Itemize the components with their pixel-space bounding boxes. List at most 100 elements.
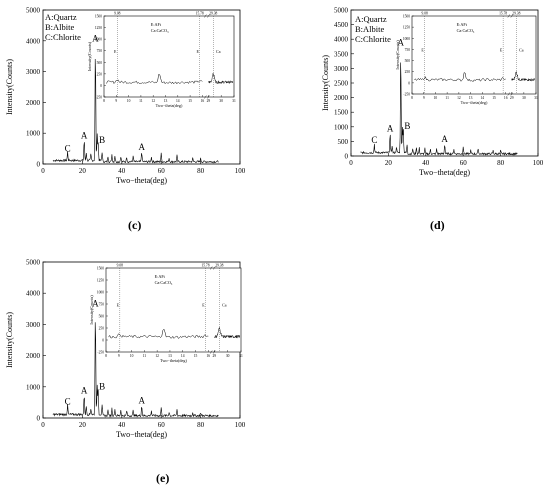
inset-y-tick-label: 250 — [405, 70, 411, 74]
axis-break-mark — [207, 14, 210, 18]
inset-y-tick-label: -250 — [97, 351, 104, 355]
inset-y-tick-label: 0 — [100, 84, 102, 88]
inset-x-tick-label: 9 — [115, 99, 117, 103]
peak-label: A — [387, 124, 394, 134]
inset-y-tick-label: 750 — [405, 48, 411, 52]
legend-entry: A:Quartz — [45, 12, 77, 22]
inset-y-tick-label: 1500 — [95, 15, 102, 19]
inset-x-tick-label: 30 — [522, 96, 526, 100]
peak-label: A — [397, 37, 404, 47]
plot-frame — [42, 9, 241, 165]
inset-x-tick-label: 14 — [480, 96, 484, 100]
inset-x-tick-label: 10 — [130, 354, 134, 358]
x-tick-label: 20 — [79, 421, 87, 429]
y-axis-label: Intensity(Counts) — [321, 55, 330, 111]
y-tick-label: 1000 — [26, 383, 41, 391]
y-tick-label: 5000 — [26, 7, 41, 15]
inset-x-tick-label: 14 — [181, 354, 185, 358]
peak-label: A — [81, 386, 88, 396]
legend-entry: B:Albite — [45, 22, 75, 32]
inset-y-axis-label: Intensity(Counts) — [89, 295, 94, 325]
inset-x-tick-label: 16 — [207, 354, 211, 358]
inset-x-tick-label: 16 — [201, 99, 205, 103]
x-tick-label: 60 — [158, 421, 166, 429]
inset-peak-marker: E — [500, 48, 503, 53]
inset-y-tick-label: 750 — [97, 49, 103, 53]
y-tick-label: 4000 — [334, 36, 349, 44]
inset-y-tick-label: 500 — [405, 59, 411, 63]
inset-x-tick-label: 14 — [176, 99, 180, 103]
inset-pattern-line — [108, 327, 240, 339]
y-tick-label: 5000 — [334, 7, 349, 15]
inset-x-tick-label: 9 — [423, 96, 425, 100]
x-axis-label: Two−theta(deg) — [116, 430, 167, 439]
y-tick-label: 2000 — [334, 94, 349, 102]
y-tick-label: 2000 — [26, 352, 41, 360]
axis-break-mark — [213, 266, 216, 270]
legend-entry: C:Chlorite — [355, 34, 391, 44]
axis-break-mark — [510, 92, 513, 96]
inset-y-tick-label: 0 — [102, 339, 104, 343]
axis-break-mark — [510, 14, 513, 18]
y-tick-label: 1000 — [334, 123, 349, 131]
inset-legend-entry: E:AFt — [151, 22, 162, 27]
inset-x-tick-label: 8 — [105, 354, 107, 358]
x-tick-label: 40 — [118, 421, 126, 429]
inset-x-tick-label: 11 — [139, 99, 143, 103]
inset-y-tick-label: 1000 — [403, 37, 410, 41]
inset-x-tick-label: 29 — [207, 99, 211, 103]
axis-break-mark — [204, 95, 207, 99]
y-tick-label: 5000 — [26, 259, 41, 267]
x-tick-label: 20 — [79, 167, 87, 175]
y-tick-label: 2000 — [26, 99, 41, 107]
x-tick-label: 80 — [197, 167, 205, 175]
inset-x-tick-label: 13 — [164, 99, 168, 103]
axis-break-mark — [204, 14, 207, 18]
inset-peak-marker: E — [421, 48, 424, 53]
peak-label: A — [92, 33, 99, 43]
x-tick-label: 100 — [235, 421, 246, 429]
inset-y-tick-label: -250 — [95, 96, 102, 100]
x-tick-label: 100 — [533, 159, 544, 167]
inset-d: -250 0 250 500 750 1000 1250 1500 8 9 10 11 12 13 14 15… — [395, 12, 538, 106]
peak-label: A — [138, 396, 145, 406]
panel-label-e: (e) — [156, 471, 170, 485]
y-tick-label: 3000 — [26, 321, 41, 329]
x-axis-label: Two−theta(deg) — [419, 168, 470, 177]
panel-label-c: (c) — [128, 218, 142, 232]
inset-ref-label: 15.78 — [201, 264, 209, 268]
inset-y-tick-label: 1250 — [403, 26, 410, 30]
inset-y-tick-label: 0 — [408, 81, 410, 85]
y-tick-label: 0 — [345, 153, 349, 161]
inset-x-tick-label: 10 — [434, 96, 438, 100]
inset-x-tick-label: 15 — [194, 354, 198, 358]
inset-x-tick-label: 8 — [103, 99, 105, 103]
peak-label: B — [99, 135, 105, 145]
peak-label: C — [65, 143, 71, 153]
x-tick-label: 0 — [41, 167, 45, 175]
inset-y-tick-label: 500 — [97, 61, 103, 65]
x-tick-label: 40 — [118, 167, 126, 175]
inset-frame — [103, 15, 235, 98]
inset-x-tick-label: 29 — [510, 96, 514, 100]
inset-x-tick-label: 10 — [127, 99, 131, 103]
inset-peak-marker: E — [196, 49, 199, 54]
inset-peak-marker: Ca — [519, 48, 524, 53]
x-axis-label: Two−theta(deg) — [116, 176, 167, 185]
inset-x-tick-label: 30 — [226, 354, 230, 358]
inset-x-tick-label: 13 — [168, 354, 172, 358]
axis-break-mark — [507, 92, 510, 96]
inset-ref-label: 9.08 — [422, 12, 428, 16]
y-tick-label: 4000 — [26, 37, 41, 45]
inset-x-tick-label: 31 — [239, 354, 243, 358]
inset-ref-label: 29.38 — [512, 12, 520, 16]
x-tick-label: 40 — [422, 159, 430, 167]
inset-y-tick-label: 1500 — [403, 15, 410, 19]
inset-peak-marker: Ca — [216, 49, 221, 54]
xrd-pattern-line — [52, 58, 219, 164]
inset-pattern-line — [106, 73, 233, 85]
axis-break-mark — [507, 14, 510, 18]
y-tick-label: 4500 — [334, 21, 349, 29]
